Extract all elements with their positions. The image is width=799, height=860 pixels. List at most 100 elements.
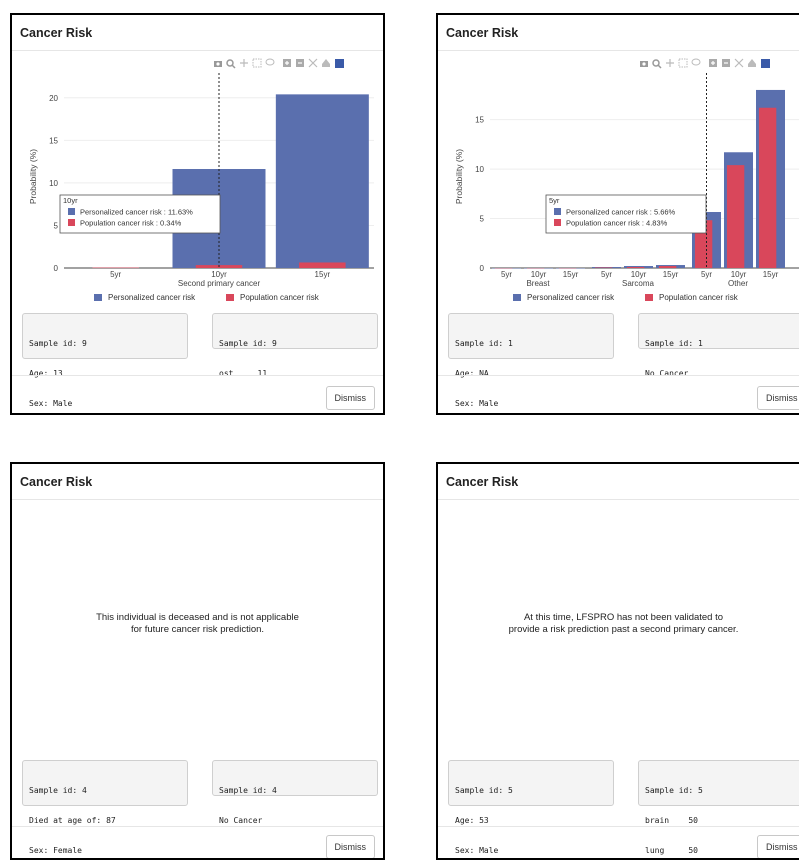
group-label: Sarcoma: [622, 279, 655, 288]
y-tick-label: 5: [54, 221, 59, 230]
cancer-history-box: Sample id: 5 brain 50 lung 50: [638, 760, 799, 806]
autoscale-shape: [735, 59, 743, 67]
plotly-logo-icon[interactable]: [335, 59, 344, 68]
chart-modebar[interactable]: [214, 59, 344, 68]
patient-info-box: Sample id: 5 Age: 53 Sex: Male: [448, 760, 614, 806]
tooltip-swatch-personalized: [68, 208, 75, 215]
box-select-icon[interactable]: [253, 59, 261, 67]
y-axis-title: Probability (%): [454, 149, 464, 204]
cancer-risk-modal-4: Cancer Risk At this time, LFSPRO has not…: [436, 462, 799, 860]
pan-icon[interactable]: [240, 59, 248, 67]
plotly-logo-shape: [761, 59, 770, 68]
lasso-shape: [266, 59, 274, 65]
group-label: Breast: [526, 279, 550, 288]
reset-axes-icon[interactable]: [322, 59, 330, 67]
x-tick-label: 15yr: [315, 270, 331, 279]
dismiss-button[interactable]: Dismiss: [326, 386, 376, 410]
zoom-handle: [658, 65, 661, 68]
autoscale-shape: [309, 59, 317, 67]
y-tick-label: 10: [475, 165, 484, 174]
lasso-icon[interactable]: [266, 59, 274, 65]
zoom-in-icon[interactable]: [709, 59, 717, 67]
x-tick-label: 5yr: [701, 270, 712, 279]
message-line: This individual is deceased and is not a…: [12, 612, 383, 624]
tooltip-line: Population cancer risk : 4.83%: [566, 219, 668, 228]
lasso-icon[interactable]: [692, 59, 700, 65]
lasso-shape: [692, 59, 700, 65]
plotly-logo-shape: [335, 59, 344, 68]
bar-population: [759, 108, 776, 268]
camera-icon[interactable]: [214, 61, 222, 67]
pan-shape: [666, 59, 674, 67]
message-line: for future cancer risk prediction.: [12, 624, 383, 636]
legend-swatch-population: [226, 294, 234, 301]
camera-icon[interactable]: [640, 61, 648, 67]
bar-population: [627, 267, 644, 268]
chart-modebar[interactable]: [640, 59, 770, 68]
x-tick-label: 5yr: [110, 270, 121, 279]
patient-info-box: Sample id: 1 Age: NA Sex: Male: [448, 313, 614, 359]
tooltip-title: 5yr: [549, 196, 560, 205]
autoscale-icon[interactable]: [309, 59, 317, 67]
legend-swatch-population: [645, 294, 653, 301]
bar-population: [299, 262, 346, 268]
x-tick-label: 10yr: [211, 270, 227, 279]
sample-id-text: Sample id: 9: [29, 339, 181, 349]
legend-label-population: Population cancer risk: [240, 293, 320, 302]
home-shape: [748, 59, 756, 67]
hover-tooltip: 5yr Personalized cancer risk : 5.66% Popul…: [546, 195, 706, 233]
modal-title: Cancer Risk: [12, 15, 383, 51]
patient-info-box: Sample id: 9 Age: 13 Sex: Male: [22, 313, 188, 359]
y-tick-label: 15: [49, 136, 58, 145]
x-tick-label: 10yr: [731, 270, 747, 279]
zoom-icon[interactable]: [227, 60, 235, 68]
bar-population: [659, 266, 676, 268]
y-tick-label: 5: [480, 215, 485, 224]
modal-footer: Dismiss: [438, 826, 799, 860]
group-label: Second primary cancer: [178, 279, 261, 288]
y-tick-label: 0: [480, 264, 485, 273]
modal-title: Cancer Risk: [438, 464, 799, 500]
plotly-logo-icon[interactable]: [761, 59, 770, 68]
sample-id-text: Sample id: 9: [219, 339, 371, 349]
dismiss-button[interactable]: Dismiss: [757, 386, 799, 410]
x-tick-label: 10yr: [631, 270, 647, 279]
camera-lens: [216, 62, 219, 65]
zoom-out-icon[interactable]: [722, 59, 730, 67]
tooltip-line: Personalized cancer risk : 5.66%: [566, 208, 676, 217]
validation-message: At this time, LFSPRO has not been valida…: [438, 612, 799, 636]
cancer-entry-text: brain 50: [645, 816, 797, 826]
cancer-history-box: Sample id: 4 No Cancer: [212, 760, 378, 796]
box-select-shape: [679, 59, 687, 67]
x-tick-label: 15yr: [563, 270, 579, 279]
dismiss-button[interactable]: Dismiss: [757, 835, 799, 859]
sample-id-text: Sample id: 5: [455, 786, 607, 796]
box-select-icon[interactable]: [679, 59, 687, 67]
y-tick-label: 0: [54, 264, 59, 273]
zoom-out-icon[interactable]: [296, 59, 304, 67]
autoscale-icon[interactable]: [735, 59, 743, 67]
x-tick-label: 5yr: [601, 270, 612, 279]
box-select-shape: [253, 59, 261, 67]
modal-footer: Dismiss: [12, 375, 383, 415]
age-text: Age: 53: [455, 816, 607, 826]
reset-axes-icon[interactable]: [748, 59, 756, 67]
dismiss-button[interactable]: Dismiss: [326, 835, 376, 859]
pan-icon[interactable]: [666, 59, 674, 67]
zoom-handle: [232, 65, 235, 68]
bar-population: [727, 165, 744, 268]
cancer-risk-modal-3: Cancer Risk This individual is deceased …: [10, 462, 385, 860]
patient-info-box: Sample id: 4 Died at age of: 87 Sex: Fem…: [22, 760, 188, 806]
modal-title: Cancer Risk: [438, 15, 799, 51]
zoom-in-icon[interactable]: [283, 59, 291, 67]
zoom-icon[interactable]: [653, 60, 661, 68]
message-line: At this time, LFSPRO has not been valida…: [438, 612, 799, 624]
x-tick-label: 10yr: [531, 270, 547, 279]
cancer-entry-text: No Cancer: [219, 816, 371, 826]
home-shape: [322, 59, 330, 67]
sample-id-text: Sample id: 1: [455, 339, 607, 349]
deceased-message: This individual is deceased and is not a…: [12, 612, 383, 636]
